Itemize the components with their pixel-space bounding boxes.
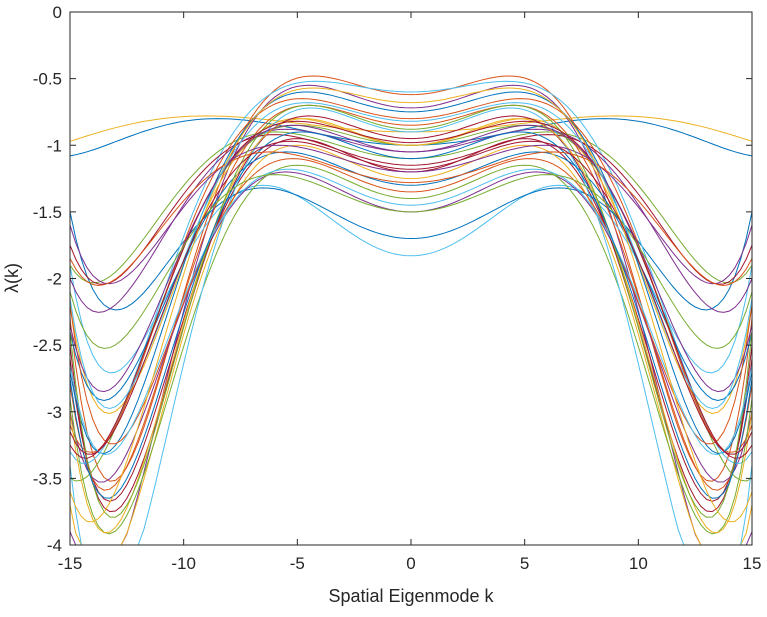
- y-tick-label: -2: [47, 270, 62, 289]
- series-line-31: [69, 87, 753, 523]
- series-line-19: [69, 164, 753, 535]
- series-line-33: [69, 174, 753, 349]
- series-line-6: [69, 184, 753, 374]
- x-tick-label: -5: [290, 554, 305, 573]
- series-lines: [69, 75, 753, 546]
- series-line-27: [69, 168, 753, 456]
- y-tick-label: -1.5: [33, 203, 62, 222]
- x-tick-label: 5: [520, 554, 529, 573]
- series-line-2: [69, 75, 753, 482]
- series-line-20: [69, 107, 753, 546]
- series-line-21: [69, 134, 753, 285]
- x-axis: -15 -10 -5 0 5 10 15: [58, 12, 762, 573]
- series-line-35: [69, 140, 753, 455]
- y-tick-label: -3.5: [33, 469, 62, 488]
- y-tick-label: -2.5: [33, 336, 62, 355]
- x-tick-label: -15: [58, 554, 83, 573]
- series-line-32: [69, 124, 753, 393]
- x-tick-label: -10: [171, 554, 196, 573]
- y-tick-label: 0: [53, 3, 62, 22]
- series-line-22: [69, 91, 753, 455]
- series-line-4: [69, 84, 753, 546]
- series-line-28: [69, 120, 753, 459]
- series-line-8: [69, 187, 753, 311]
- series-line-29: [69, 131, 753, 499]
- y-axis-label: λ(k): [2, 263, 22, 293]
- series-line-16: [69, 98, 753, 453]
- series-line-17: [69, 144, 753, 546]
- series-line-24: [69, 118, 753, 534]
- series-line-25: [69, 144, 753, 285]
- x-axis-label: Spatial Eigenmode k: [328, 586, 494, 606]
- x-tick-label: 15: [743, 554, 762, 573]
- y-tick-label: -4: [47, 536, 62, 555]
- y-axis: 0 -0.5 -1 -1.5 -2 -2.5 -3 -3.5 -4: [33, 3, 752, 555]
- plot-background: [70, 12, 752, 545]
- series-line-26: [69, 104, 753, 518]
- series-line-30: [69, 151, 753, 287]
- x-tick-label: 10: [629, 554, 648, 573]
- series-line-13: [69, 80, 753, 465]
- series-line-23: [69, 158, 753, 445]
- y-tick-label: -1: [47, 136, 62, 155]
- y-tick-label: -0.5: [33, 70, 62, 89]
- y-tick-label: -3: [47, 403, 62, 422]
- series-line-9: [69, 104, 753, 491]
- x-tick-label: 0: [406, 554, 415, 573]
